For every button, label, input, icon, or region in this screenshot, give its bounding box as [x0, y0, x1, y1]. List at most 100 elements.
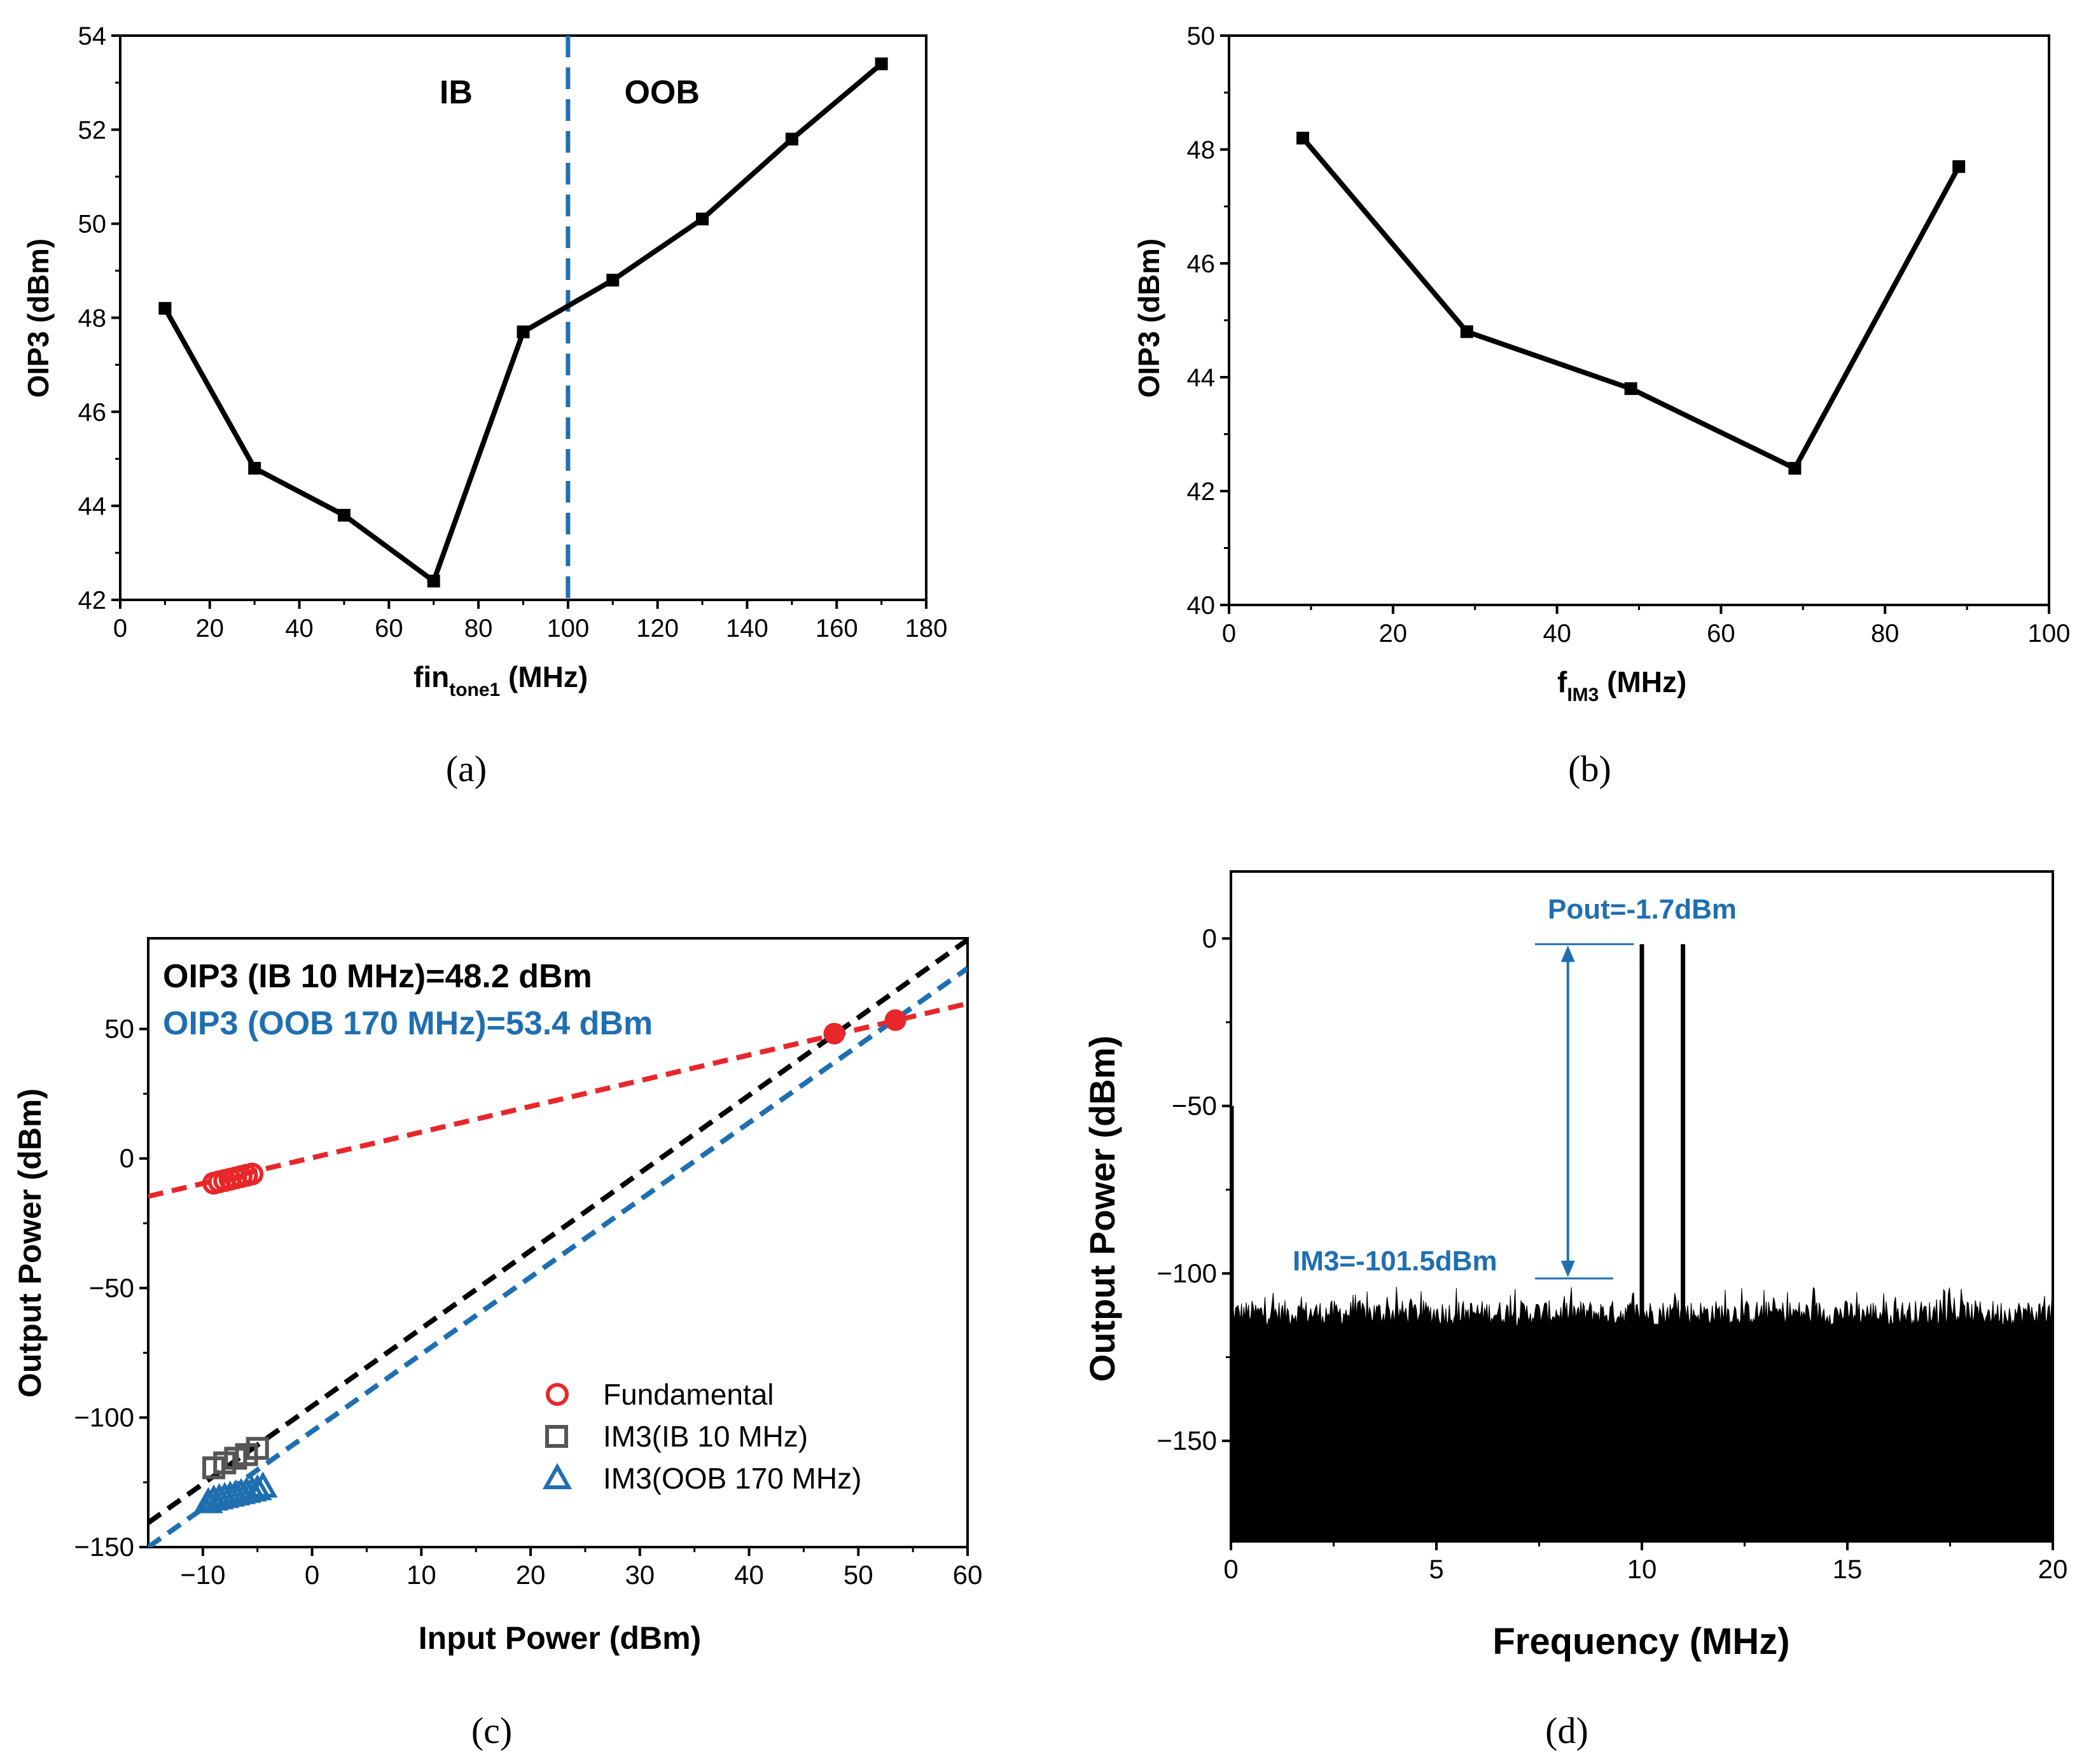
y-tick-label: 0: [120, 1143, 134, 1173]
x-tick-label: 0: [1222, 620, 1236, 648]
x-axis-label: Frequency (MHz): [1492, 1621, 1789, 1662]
x-axis-label: Input Power (dBm): [419, 1620, 701, 1656]
x-tick-label: 20: [516, 1560, 546, 1590]
caption: (c): [471, 1710, 512, 1751]
panel-b: 0 20 40 60 80 100 40 42 44 46 48 50 OIP3 (dBm) fIM3…: [1132, 22, 2070, 789]
legend-marker-triangle: [542, 1462, 573, 1489]
y-tick-label: −100: [74, 1402, 134, 1432]
x-tick-label: −10: [180, 1560, 225, 1590]
data-point-marker: [1624, 382, 1637, 395]
data-point-marker: [517, 325, 530, 338]
annotation-ib: IB: [440, 74, 473, 111]
annotation-oob: OOB: [624, 74, 699, 111]
x-tick-label: 30: [625, 1560, 655, 1590]
plot-frame: [147, 937, 969, 1548]
im3-oob-point: [242, 1474, 272, 1501]
data-point-marker: [1460, 325, 1473, 338]
data-point-marker: [158, 302, 172, 315]
plot-frame: [119, 34, 927, 601]
panel-d: 0 5 10 15 20 −150 −100 −50 0 Pout=-1.7dBm IM3=-1…: [1082, 870, 2068, 1751]
legend: Fundamental IM3(IB 10 MHz) IM3(OOB 170 M…: [542, 1378, 861, 1495]
x-tick-label: 40: [734, 1560, 764, 1590]
y-axis-label: OIP3 (dBm): [22, 239, 55, 398]
y-tick-label: 44: [1187, 364, 1216, 392]
y-axis-label: OIP3 (dBm): [1132, 239, 1165, 398]
legend-label: Fundamental: [603, 1378, 774, 1411]
legend-label: IM3(OOB 170 MHz): [603, 1462, 861, 1495]
x-tick-label: 40: [285, 615, 314, 642]
y-axis-label: Output Power (dBm): [1082, 1036, 1122, 1382]
caption: (a): [446, 748, 487, 789]
y-tick-label: 48: [1187, 136, 1216, 164]
y-tick-label: 42: [78, 587, 107, 615]
data-point-marker: [337, 508, 351, 522]
y-tick-label: 46: [78, 398, 107, 426]
y-tick-label: −100: [1157, 1258, 1217, 1288]
legend-marker-square: [545, 1425, 568, 1448]
y-tick-label: −150: [1157, 1426, 1217, 1455]
x-tick-label: 10: [1627, 1554, 1657, 1584]
x-tick-label: 10: [406, 1560, 436, 1590]
x-tick-label: 20: [2038, 1554, 2068, 1584]
y-tick-label: 44: [78, 492, 107, 520]
y-tick-label: 42: [1187, 478, 1216, 506]
data-point-marker: [785, 132, 798, 146]
data-point-marker: [1296, 132, 1310, 145]
plot-frame: [1228, 34, 2050, 606]
oip3-intercept-point: [823, 1022, 845, 1045]
arrow-up-head: [1560, 945, 1575, 962]
data-point-marker: [606, 274, 620, 287]
oip3-series-line: [162, 62, 884, 585]
x-axis-label: fIM3 (MHz): [1557, 665, 1686, 705]
data-point-marker: [1788, 462, 1802, 475]
x-tick-label: 0: [1223, 1554, 1238, 1584]
pout-annotation: Pout=-1.7dBm: [1548, 894, 1737, 925]
im3-oob-point: [248, 1471, 278, 1498]
y-tick-label: −50: [89, 1273, 134, 1303]
y-axis-label: Output Power (dBm): [12, 1088, 48, 1398]
x-tick-label: 140: [726, 615, 768, 642]
data-point-marker: [696, 212, 709, 226]
y-tick-label: 50: [104, 1014, 134, 1044]
x-tick-label: 15: [1833, 1554, 1863, 1584]
data-point-marker: [1952, 160, 1966, 173]
y-tick-label: 50: [78, 211, 107, 239]
x-tick-label: 40: [1543, 620, 1571, 648]
y-tick-label: 40: [1187, 592, 1216, 620]
legend-label: IM3(IB 10 MHz): [603, 1420, 808, 1453]
x-tick-label: 120: [636, 615, 679, 642]
x-axis-label: fintone1 (MHz): [413, 660, 588, 700]
im3-annotation: IM3=-101.5dBm: [1293, 1246, 1497, 1277]
caption: (b): [1568, 748, 1611, 789]
im3-ib-point: [246, 1436, 269, 1460]
x-tick-label: 100: [547, 615, 590, 642]
y-tick-label: 46: [1187, 250, 1216, 278]
y-tick-label: −150: [74, 1532, 134, 1562]
legend-marker-circle: [546, 1383, 569, 1406]
data-point-marker: [248, 462, 261, 475]
y-tick-label: 52: [78, 116, 107, 144]
fundamental-point: [240, 1162, 264, 1186]
y-tick-label: −50: [1172, 1091, 1217, 1121]
x-tick-label: 80: [1871, 620, 1900, 648]
data-point-marker: [875, 57, 888, 71]
oip3-series-line: [1300, 136, 1961, 472]
x-tick-label: 5: [1429, 1554, 1443, 1584]
x-tick-label: 180: [905, 615, 948, 642]
x-tick-label: 60: [1707, 620, 1735, 648]
power-difference-marker: [1535, 943, 1634, 1280]
x-tick-label: 60: [375, 615, 403, 642]
y-tick-label: 48: [78, 305, 107, 333]
oip3-ib-annotation: OIP3 (IB 10 MHz)=48.2 dBm: [163, 958, 592, 995]
oip3-oob-annotation: OIP3 (OOB 170 MHz)=53.4 dBm: [163, 1005, 653, 1042]
x-tick-label: 50: [844, 1560, 873, 1590]
oip3-intercept-point: [884, 1009, 907, 1031]
x-tick-label: 20: [1379, 620, 1408, 648]
x-tick-label: 0: [113, 615, 127, 642]
x-tick-label: 160: [816, 615, 858, 642]
y-tick-label: 54: [78, 22, 107, 50]
x-tick-label: 20: [196, 615, 225, 642]
caption: (d): [1545, 1710, 1588, 1751]
